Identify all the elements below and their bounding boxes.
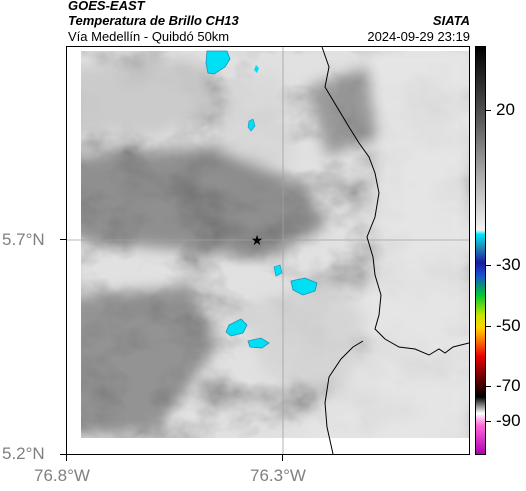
colorbar-label-minus-50: -50 <box>496 316 521 335</box>
lat-tick-5-7 <box>60 239 66 240</box>
latitude-label-5-2: 5.2°N <box>2 444 45 463</box>
agency-label: SIATA <box>432 13 470 28</box>
longitude-label-76-3: 76.3°W <box>250 466 306 485</box>
longitude-label-76-8: 76.8°W <box>34 466 90 485</box>
colorbar-tick-20 <box>486 110 491 111</box>
lat-tick-5-2 <box>60 454 66 455</box>
product-title: Temperatura de Brillo CH13 <box>68 13 239 28</box>
colorbar-tick-minus-90 <box>486 421 491 422</box>
map-canvas: ★ <box>67 47 469 454</box>
satellite-map: ★ <box>66 46 470 455</box>
colorbar-tick-minus-50 <box>486 326 491 327</box>
star-icon: ★ <box>251 233 264 249</box>
cold-cloud-tops <box>205 50 318 349</box>
colorbar-tick-minus-70 <box>486 386 491 387</box>
temperature-colorbar <box>475 46 486 455</box>
colorbar-label-minus-30: -30 <box>496 255 521 274</box>
department-border <box>321 47 469 356</box>
map-gridlines <box>67 47 469 454</box>
colorbar-label-minus-70: -70 <box>496 376 521 395</box>
lon-tick-76-3 <box>282 455 283 461</box>
brightness-temperature-layer <box>81 51 469 438</box>
colorbar-label-20: 20 <box>496 100 515 119</box>
region-subtitle: Vía Medellín - Quibdó 50km <box>68 29 230 44</box>
colorbar-tick-minus-30 <box>486 265 491 266</box>
timestamp: 2024-09-29 23:19 <box>367 29 470 44</box>
satellite-name: GOES-EAST <box>68 0 145 13</box>
department-border-south <box>324 340 364 454</box>
latitude-label-5-7: 5.7°N <box>2 230 45 249</box>
colorbar-label-minus-90: -90 <box>496 411 521 430</box>
lon-tick-76-8 <box>66 455 67 461</box>
